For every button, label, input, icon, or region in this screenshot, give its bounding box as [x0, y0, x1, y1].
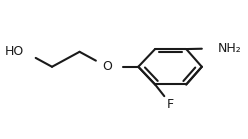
Text: HO: HO	[5, 45, 25, 58]
Text: NH₂: NH₂	[217, 42, 241, 55]
Text: O: O	[102, 60, 112, 73]
Text: F: F	[167, 98, 174, 111]
